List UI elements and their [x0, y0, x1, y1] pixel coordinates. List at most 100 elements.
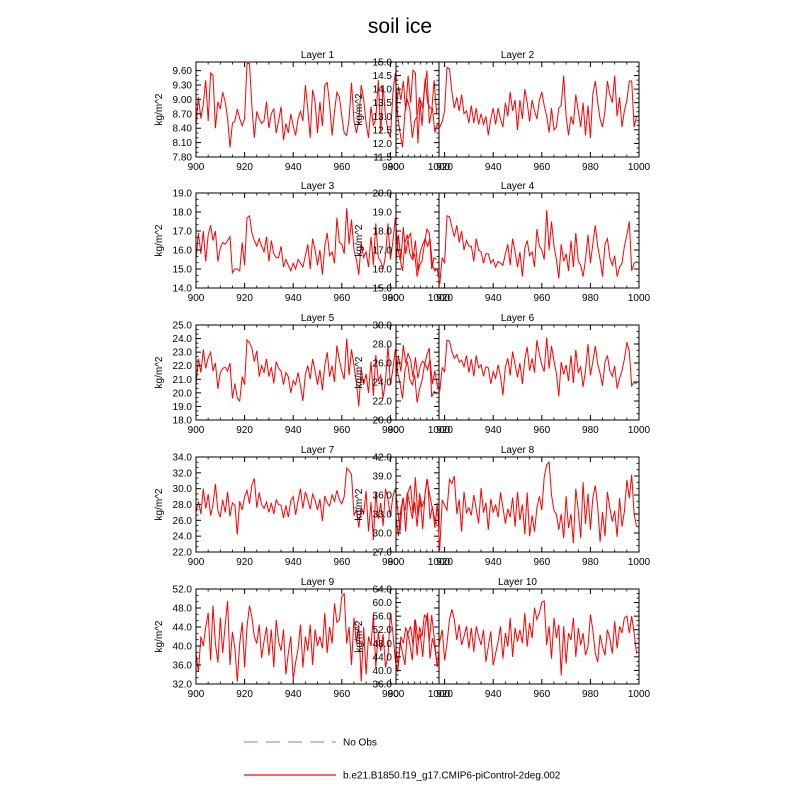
- panel-layer-4: Layer 4 900 920 940 960 980 1000 15.0 16.0 17.0 18…: [354, 181, 651, 304]
- x-tick-label: 940: [285, 689, 302, 700]
- x-tick-label: 940: [485, 162, 502, 173]
- y-tick-label: 60.0: [373, 598, 393, 609]
- x-tick-label: 960: [333, 425, 350, 436]
- x-tick-label: 980: [382, 293, 399, 304]
- y-tick-label: 36.0: [373, 680, 393, 691]
- x-tick-label: 900: [388, 162, 405, 173]
- y-tick-label: 14.0: [373, 85, 393, 96]
- x-tick-label: 900: [188, 557, 205, 568]
- x-tick-label: 980: [582, 425, 599, 436]
- y-tick-label: 33.0: [373, 510, 393, 521]
- y-tick-label: 20.0: [373, 416, 393, 427]
- y-tick-label: 24.0: [173, 532, 193, 543]
- x-tick-label: 920: [236, 162, 253, 173]
- y-tick-label: 28.0: [173, 500, 193, 511]
- y-tick-label: 64.0: [373, 585, 393, 596]
- y-tick-label: 27.0: [373, 548, 393, 559]
- y-axis-label: kg/m^2: [354, 224, 365, 256]
- legend-label-model: b.e21.B1850.f19_g17.CMIP6-piControl-2deg…: [343, 771, 561, 782]
- y-tick-label: 36.0: [173, 661, 193, 672]
- y-tick-label: 28.0: [373, 340, 393, 351]
- x-tick-label: 1000: [428, 425, 451, 436]
- figure-title: soil ice: [368, 15, 432, 38]
- y-tick-label: 32.0: [173, 468, 193, 479]
- x-tick-label: 940: [485, 425, 502, 436]
- x-tick-label: 940: [285, 293, 302, 304]
- y-tick-label: 30.0: [373, 321, 393, 332]
- x-tick-label: 980: [582, 162, 599, 173]
- x-tick-label: 980: [582, 293, 599, 304]
- x-tick-label: 940: [485, 557, 502, 568]
- x-tick-label: 900: [388, 689, 405, 700]
- x-tick-label: 1000: [628, 293, 651, 304]
- x-tick-label: 1000: [628, 557, 651, 568]
- x-tick-label: 960: [333, 689, 350, 700]
- y-tick-label: 9.60: [173, 66, 193, 77]
- series-line: [395, 66, 638, 144]
- panel-layer-5: Layer 5 900 920 940 960 980 1000 18.0 19.0 20.0 21…: [154, 313, 451, 436]
- y-tick-label: 42.0: [373, 453, 393, 464]
- x-tick-label: 920: [236, 293, 253, 304]
- panel-title: Layer 6: [501, 313, 535, 324]
- x-tick-label: 1000: [628, 425, 651, 436]
- y-tick-label: 18.0: [173, 208, 193, 219]
- x-tick-label: 980: [582, 557, 599, 568]
- y-tick-label: 12.0: [373, 139, 393, 150]
- y-tick-label: 24.0: [173, 334, 193, 345]
- y-tick-label: 40.0: [373, 666, 393, 677]
- x-tick-label: 920: [436, 162, 453, 173]
- x-tick-label: 940: [285, 425, 302, 436]
- x-tick-label: 900: [188, 162, 205, 173]
- y-tick-label: 39.0: [373, 472, 393, 483]
- y-tick-label: 16.0: [373, 265, 393, 276]
- x-tick-label: 900: [188, 425, 205, 436]
- y-tick-label: 19.0: [373, 208, 393, 219]
- panel-title: Layer 5: [301, 313, 335, 324]
- x-tick-label: 940: [485, 293, 502, 304]
- x-tick-label: 980: [382, 425, 399, 436]
- x-tick-label: 900: [188, 293, 205, 304]
- plot-frame: [395, 324, 640, 421]
- panel-grid: Layer 1 900 920 940 960 980 1000 7.80 8.10 8.40 8.…: [154, 50, 651, 700]
- x-tick-label: 900: [388, 425, 405, 436]
- panel-layer-7: Layer 7 900 920 940 960 980 1000 22.0 24.0 26.0 28…: [154, 445, 451, 568]
- x-tick-label: 960: [533, 689, 550, 700]
- panel-layer-3: Layer 3 900 920 940 960 980 1000 14.0 15.0 16.0 17…: [154, 181, 451, 304]
- x-tick-label: 1000: [428, 557, 451, 568]
- x-tick-label: 960: [333, 293, 350, 304]
- x-tick-label: 940: [285, 162, 302, 173]
- y-axis-label: kg/m^2: [354, 620, 365, 652]
- y-tick-label: 12.5: [373, 125, 393, 136]
- y-tick-label: 18.0: [173, 416, 193, 427]
- y-axis-label: kg/m^2: [354, 93, 365, 125]
- y-tick-label: 52.0: [173, 585, 193, 596]
- panel-layer-6: Layer 6 900 920 940 960 980 1000 20.0 22.0 24.0 26…: [354, 313, 651, 436]
- plot-frame: [195, 324, 440, 421]
- x-tick-label: 1000: [628, 162, 651, 173]
- x-tick-label: 920: [436, 293, 453, 304]
- y-tick-label: 21.0: [173, 375, 193, 386]
- y-tick-label: 8.70: [173, 109, 193, 120]
- series-line: [195, 208, 437, 277]
- y-tick-label: 19.0: [173, 402, 193, 413]
- panel-title: Layer 2: [501, 50, 535, 61]
- x-tick-label: 920: [436, 557, 453, 568]
- x-tick-label: 940: [485, 689, 502, 700]
- panel-layer-9: Layer 9 900 920 940 960 980 1000 32.0 36.0 40.0 44…: [154, 577, 451, 700]
- y-tick-label: 13.0: [373, 112, 393, 123]
- panel-title: Layer 4: [501, 181, 535, 192]
- y-tick-label: 22.0: [173, 361, 193, 372]
- y-tick-label: 44.0: [173, 623, 193, 634]
- panel-title: Layer 10: [498, 577, 537, 588]
- y-tick-label: 17.0: [173, 227, 193, 238]
- y-tick-label: 40.0: [173, 642, 193, 653]
- panel-title: Layer 8: [501, 445, 535, 456]
- x-tick-label: 900: [188, 689, 205, 700]
- series-line: [195, 466, 438, 541]
- y-axis-label: kg/m^2: [354, 356, 365, 388]
- y-tick-label: 13.5: [373, 98, 393, 109]
- x-tick-label: 900: [388, 557, 405, 568]
- series-line: [195, 338, 437, 407]
- y-tick-label: 30.0: [373, 529, 393, 540]
